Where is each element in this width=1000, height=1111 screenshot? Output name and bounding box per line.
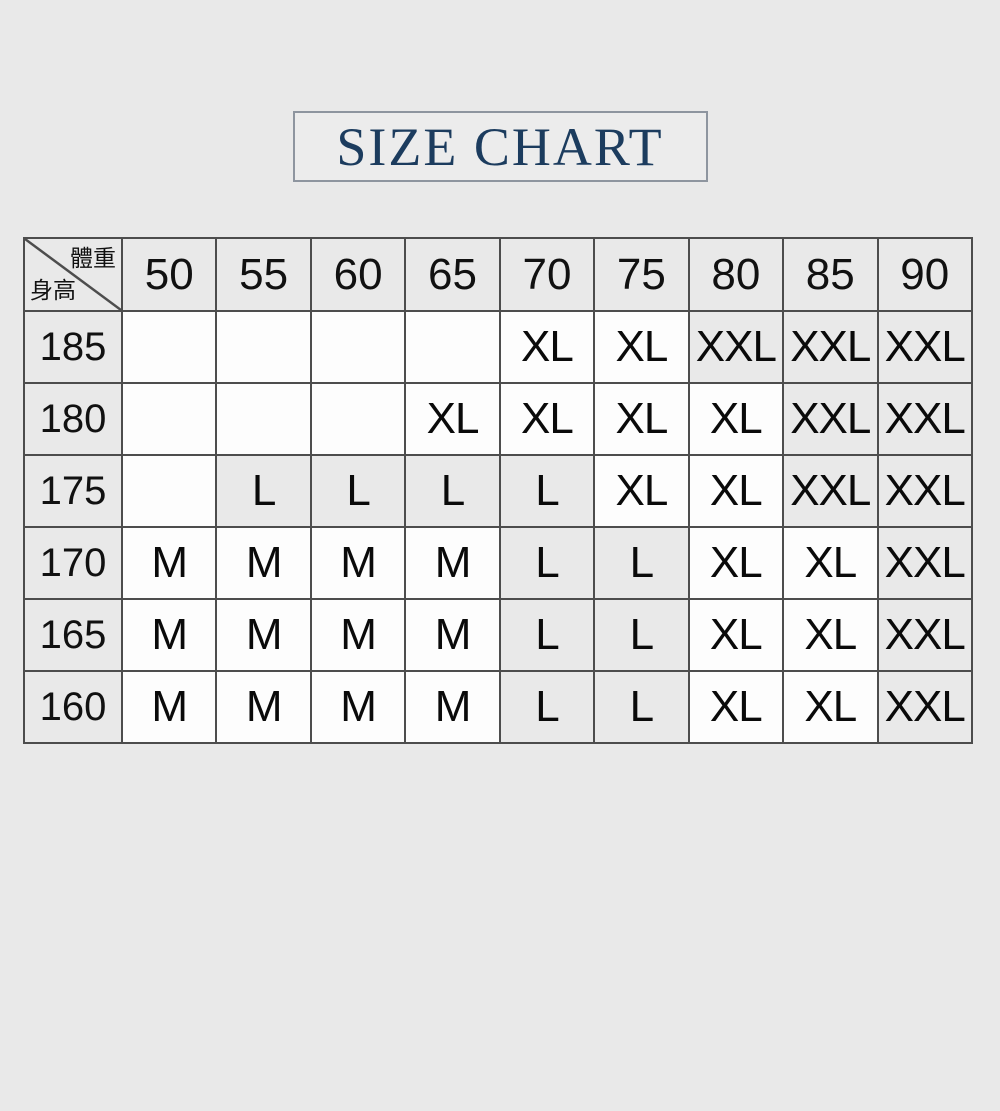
size-cell: XL: [782, 526, 879, 600]
size-cell: XL: [593, 310, 690, 384]
size-cell: L: [498, 526, 596, 600]
size-cell: XXL: [782, 382, 879, 456]
size-cell: M: [309, 526, 407, 600]
size-cell: L: [215, 454, 312, 528]
size-cell: L: [498, 598, 596, 672]
empty-cell: [120, 454, 218, 528]
empty-cell: [309, 382, 407, 456]
table-row-165: 165 M M M M L L XL XL XXL: [23, 598, 973, 672]
height-axis-label: 身高: [30, 277, 76, 303]
size-cell: M: [120, 598, 218, 672]
table-row-170: 170 M M M M L L XL XL XXL: [23, 526, 973, 600]
size-cell: L: [593, 598, 690, 672]
page-title: SIZE CHART: [336, 116, 664, 177]
size-cell: M: [120, 526, 218, 600]
height-header-175: 175: [23, 454, 123, 528]
size-cell: XL: [593, 382, 690, 456]
weight-header-80: 80: [687, 237, 785, 312]
size-cell: XL: [404, 382, 501, 456]
size-cell: XXL: [876, 310, 973, 384]
empty-cell: [120, 382, 218, 456]
size-cell: L: [498, 670, 596, 744]
size-cell: XL: [782, 670, 879, 744]
size-cell: M: [215, 598, 312, 672]
weight-header-85: 85: [782, 237, 879, 312]
diagonal-divider-line: [25, 239, 121, 310]
height-header-170: 170: [23, 526, 123, 600]
table-row-160: 160 M M M M L L XL XL XXL: [23, 670, 973, 744]
table-row-175: 175 L L L L XL XL XXL XXL: [23, 454, 973, 528]
size-cell: XXL: [876, 598, 973, 672]
empty-cell: [404, 310, 501, 384]
weight-header-65: 65: [404, 237, 501, 312]
height-header-165: 165: [23, 598, 123, 672]
size-cell: XXL: [782, 310, 879, 384]
size-cell: XL: [593, 454, 690, 528]
size-chart-page: SIZE CHART 體重 身高 50 55 60 65 70 75 80 85 90 185 X…: [0, 111, 1000, 744]
height-header-180: 180: [23, 382, 123, 456]
title-box: SIZE CHART: [292, 111, 708, 182]
size-cell: XL: [687, 526, 785, 600]
size-cell: M: [309, 670, 407, 744]
height-header-160: 160: [23, 670, 123, 744]
size-cell: M: [120, 670, 218, 744]
size-cell: XL: [687, 598, 785, 672]
size-cell: M: [404, 526, 501, 600]
size-table: 體重 身高 50 55 60 65 70 75 80 85 90 185 XL XL XXL XXL XX…: [23, 237, 973, 744]
weight-header-75: 75: [593, 237, 690, 312]
size-cell: L: [309, 454, 407, 528]
table-body: 185 XL XL XXL XXL XXL 180 XL XL XL XL XXL XXL 175 L L L L…: [23, 310, 973, 744]
size-cell: XXL: [687, 310, 785, 384]
size-cell: L: [593, 526, 690, 600]
size-cell: XL: [498, 382, 596, 456]
weight-header-90: 90: [876, 237, 973, 312]
size-cell: XL: [498, 310, 596, 384]
size-cell: M: [215, 670, 312, 744]
empty-cell: [215, 382, 312, 456]
size-cell: L: [593, 670, 690, 744]
height-header-185: 185: [23, 310, 123, 384]
size-cell: XXL: [876, 454, 973, 528]
empty-cell: [215, 310, 312, 384]
table-row-180: 180 XL XL XL XL XXL XXL: [23, 382, 973, 456]
size-cell: XXL: [876, 382, 973, 456]
size-cell: XL: [687, 670, 785, 744]
size-cell: XXL: [876, 670, 973, 744]
weight-header-50: 50: [120, 237, 218, 312]
corner-cell: 體重 身高: [23, 237, 123, 312]
weight-header-70: 70: [498, 237, 596, 312]
weight-axis-label: 體重: [70, 245, 116, 271]
empty-cell: [309, 310, 407, 384]
empty-cell: [120, 310, 218, 384]
size-cell: M: [404, 670, 501, 744]
size-cell: M: [404, 598, 501, 672]
size-cell: XL: [687, 382, 785, 456]
weight-header-60: 60: [309, 237, 407, 312]
table-row-185: 185 XL XL XXL XXL XXL: [23, 310, 973, 384]
size-cell: M: [215, 526, 312, 600]
size-cell: L: [498, 454, 596, 528]
weight-header-55: 55: [215, 237, 312, 312]
size-cell: XL: [782, 598, 879, 672]
size-cell: XXL: [782, 454, 879, 528]
size-cell: M: [309, 598, 407, 672]
header-row: 體重 身高 50 55 60 65 70 75 80 85 90: [23, 237, 973, 312]
size-cell: XL: [687, 454, 785, 528]
size-cell: L: [404, 454, 501, 528]
size-cell: XXL: [876, 526, 973, 600]
